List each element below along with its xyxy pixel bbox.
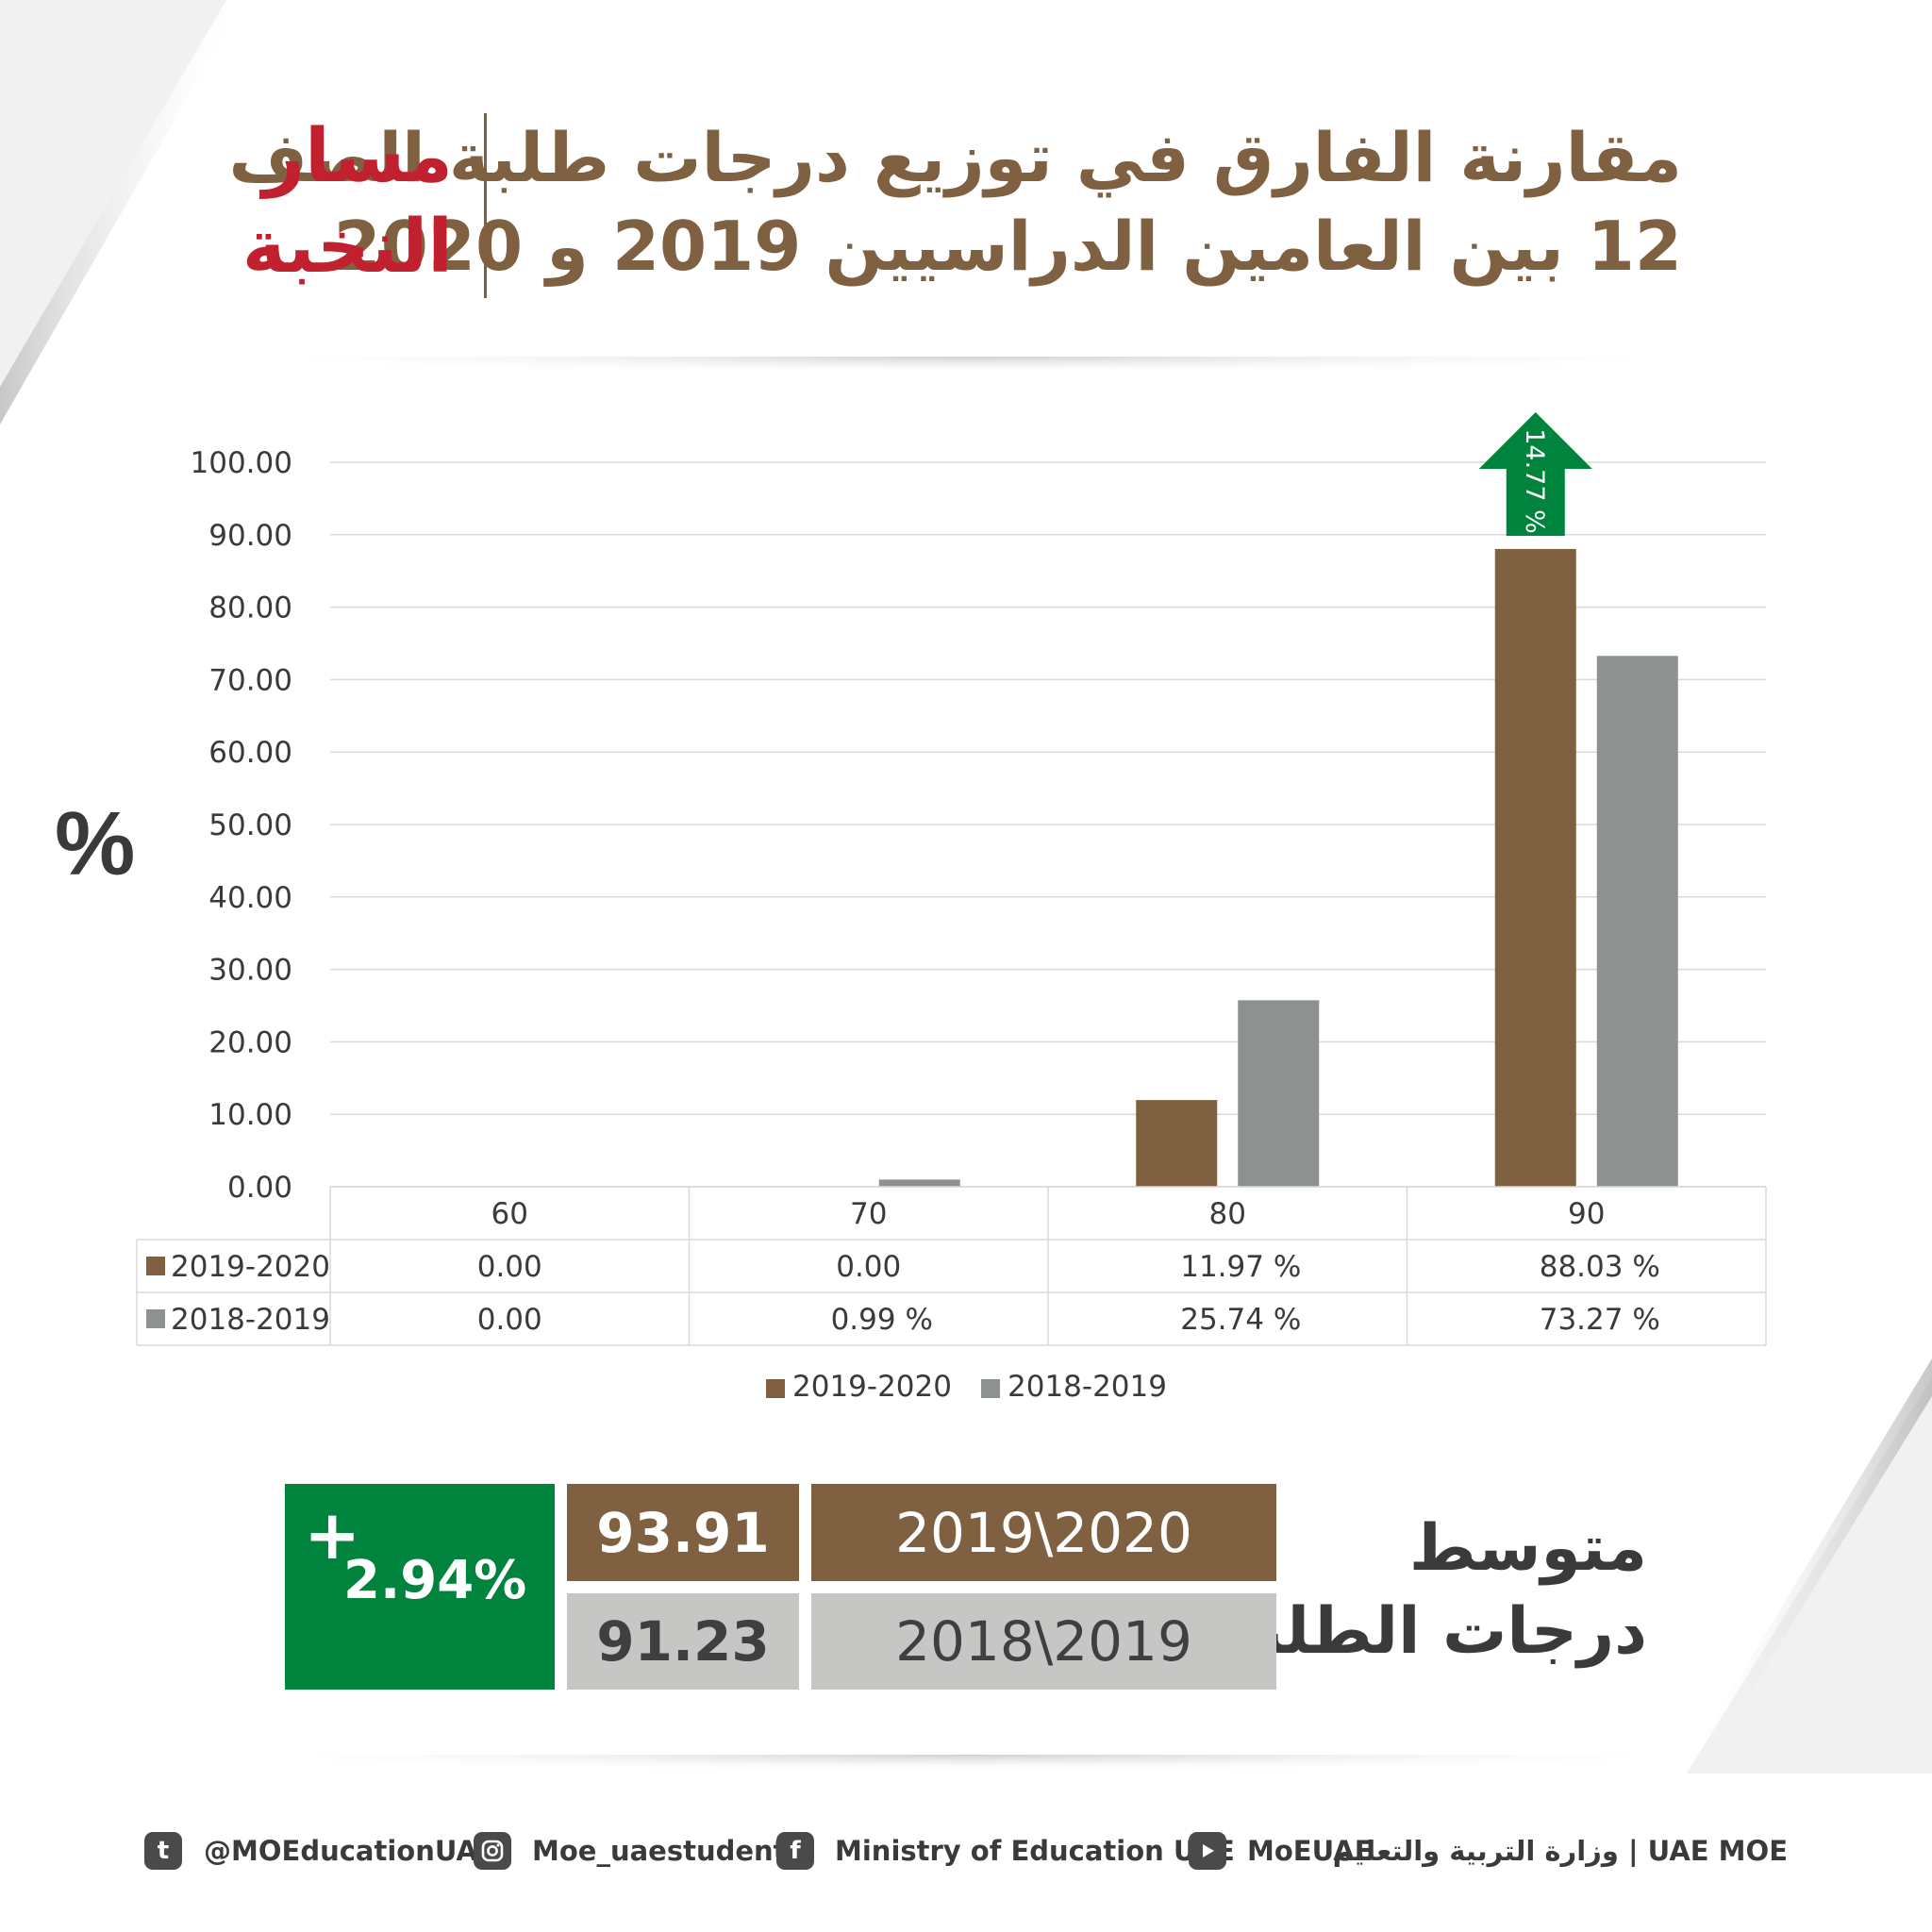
y-tick-label: 40.00 <box>208 881 292 915</box>
avg-label-line-1: متوسط <box>1408 1511 1647 1586</box>
y-axis-unit: % <box>55 793 136 894</box>
avg-value: 91.23 <box>596 1609 770 1674</box>
increase-arrow <box>1478 412 1592 536</box>
chart-title: مقارنة الفارق في توزيع درجات طلبة الصف 1… <box>228 113 1682 291</box>
title-line-1: مقارنة الفارق في توزيع درجات طلبة الصف <box>228 118 1682 197</box>
facebook-handle[interactable]: Ministry of Education UAE <box>835 1835 1235 1867</box>
difference-badge: + 2.94% <box>285 1484 555 1690</box>
bar-2019-2020-80 <box>1136 1100 1218 1187</box>
x-tick-label: 60 <box>491 1197 528 1231</box>
facebook-icon[interactable]: f <box>776 1832 814 1870</box>
social-footer: t @MOEducationUAE Moe_uaestudents f Mini… <box>0 1830 1932 1877</box>
instagram-handle[interactable]: Moe_uaestudents <box>532 1835 803 1867</box>
avg-value-2019-2020: 93.91 <box>567 1484 799 1581</box>
plus-sign: + <box>304 1495 361 1574</box>
organization-name: UAE MOE | وزارة التربية والتعليم <box>1332 1835 1788 1867</box>
year-box-2018-2019: 2018\2019 <box>811 1593 1276 1690</box>
title-line-2: 12 بين العامين الدراسيين 2019 و 2020 <box>333 207 1682 286</box>
y-tick-label: 90.00 <box>208 519 292 553</box>
y-tick-label: 80.00 <box>208 591 292 625</box>
youtube-icon[interactable] <box>1189 1832 1226 1870</box>
table-value: 0.00 <box>477 1303 542 1337</box>
elite-track-tag: مسار النخبة <box>242 111 453 292</box>
table-series-name: 2018-2019 <box>171 1303 330 1337</box>
table-value: 0.00 <box>477 1250 542 1284</box>
twitter-icon[interactable]: t <box>144 1832 182 1870</box>
difference-value: 2.94% <box>343 1550 527 1611</box>
legend-label: 2019-2020 <box>792 1370 952 1404</box>
bar-2018-2019-90 <box>1596 656 1678 1187</box>
table-value: 88.03 % <box>1540 1250 1660 1284</box>
twitter-handle[interactable]: @MOEducationUAE <box>204 1835 496 1867</box>
year-label: 2018\2019 <box>895 1609 1192 1674</box>
legend-swatch-brown <box>766 1378 785 1398</box>
bottom-right-corner-shadow <box>1687 1358 1932 1774</box>
y-tick-label: 100.00 <box>191 446 292 480</box>
header-divider <box>484 113 487 298</box>
table-value: 73.27 % <box>1540 1303 1660 1337</box>
tag-line-1: مسار <box>262 114 453 199</box>
table-swatch <box>146 1309 165 1328</box>
table-value: 0.00 <box>836 1250 901 1284</box>
youtube-handle[interactable]: MoEUAE <box>1247 1835 1374 1867</box>
y-tick-label: 0.00 <box>227 1171 292 1205</box>
avg-value-2018-2019: 91.23 <box>567 1593 799 1690</box>
top-left-corner-shadow <box>0 0 243 425</box>
header-separator-shadow <box>311 357 1632 385</box>
legend-item-2019-2020: 2019-2020 <box>766 1370 952 1404</box>
y-tick-label: 10.00 <box>208 1098 292 1132</box>
increase-arrow-label: 14.77 % <box>1520 428 1549 534</box>
avg-value: 93.91 <box>596 1500 770 1565</box>
y-tick-label: 50.00 <box>208 808 292 842</box>
table-value: 11.97 % <box>1180 1250 1301 1284</box>
bar-chart: 0.00 10.00 20.00 30.00 40.00 50.00 60.00 70.00 8… <box>136 412 1767 1346</box>
average-grades-label: متوسط درجات الطلبة <box>1220 1507 1647 1674</box>
x-tick-label: 90 <box>1568 1197 1605 1231</box>
bottom-separator-shadow <box>311 1755 1632 1783</box>
year-label: 2019\2020 <box>895 1500 1192 1565</box>
chart-legend: 2019-2020 2018-2019 <box>0 1370 1932 1407</box>
year-box-2019-2020: 2019\2020 <box>811 1484 1276 1581</box>
x-tick-label: 80 <box>1209 1197 1246 1231</box>
avg-label-line-2: درجات الطلبة <box>1220 1594 1647 1669</box>
legend-item-2018-2019: 2018-2019 <box>981 1370 1167 1404</box>
instagram-icon[interactable] <box>474 1832 511 1870</box>
bar-2018-2019-70 <box>878 1179 960 1187</box>
table-series-name: 2019-2020 <box>171 1250 330 1284</box>
y-tick-label: 60.00 <box>208 736 292 770</box>
legend-label: 2018-2019 <box>1008 1370 1167 1404</box>
table-swatch <box>146 1257 165 1275</box>
legend-swatch-gray <box>981 1378 1000 1398</box>
y-tick-label: 30.00 <box>208 954 292 988</box>
table-value: 0.99 % <box>831 1303 933 1337</box>
tag-line-2: النخبة <box>242 205 453 290</box>
x-tick-label: 70 <box>850 1197 887 1231</box>
y-tick-label: 20.00 <box>208 1025 292 1059</box>
bar-2018-2019-80 <box>1238 1000 1320 1187</box>
y-tick-label: 70.00 <box>208 663 292 697</box>
table-value: 25.74 % <box>1180 1303 1301 1337</box>
bar-2019-2020-90 <box>1494 548 1576 1187</box>
